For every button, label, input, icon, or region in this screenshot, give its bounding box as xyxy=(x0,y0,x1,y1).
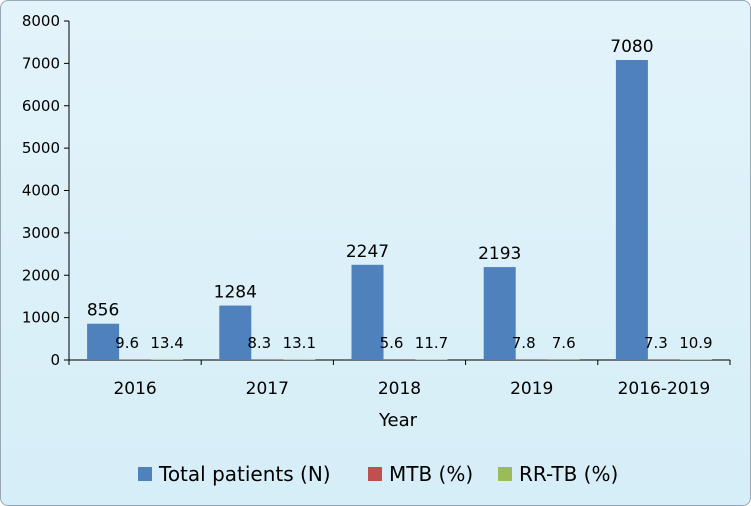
y-tick-label: 5000 xyxy=(22,139,60,157)
data-label: 11.7 xyxy=(415,334,448,352)
bar-total-patients-n-2017 xyxy=(219,305,252,360)
y-tick-label: 7000 xyxy=(22,54,60,72)
data-label: 7.6 xyxy=(552,334,576,352)
data-label: 8.3 xyxy=(247,334,271,352)
y-tick-label: 4000 xyxy=(22,182,60,200)
x-tick-label: 2016-2019 xyxy=(618,379,711,399)
data-label: 9.6 xyxy=(115,334,139,352)
data-label: 7.8 xyxy=(512,334,536,352)
data-label: 7.3 xyxy=(644,334,668,352)
bar-total-patients-n-2016 xyxy=(87,323,120,360)
data-label: 13.4 xyxy=(150,334,183,352)
legend-label: Total patients (N) xyxy=(158,462,331,486)
data-label: 1284 xyxy=(214,283,257,303)
x-tick-label: 2019 xyxy=(510,379,553,399)
x-tick-label: 2016 xyxy=(113,379,156,399)
bar-total-patients-n-2018 xyxy=(351,264,384,360)
data-label: 7080 xyxy=(610,37,653,57)
y-tick-label: 1000 xyxy=(22,309,60,327)
data-label: 2193 xyxy=(478,244,521,264)
data-label: 2247 xyxy=(346,242,389,262)
bar-total-patients-n-2019 xyxy=(483,267,516,360)
x-tick-label: 2017 xyxy=(246,379,289,399)
x-axis-title: Year xyxy=(378,410,418,431)
data-label: 856 xyxy=(87,301,119,321)
y-tick-label: 2000 xyxy=(22,266,60,284)
legend-swatch xyxy=(368,467,382,481)
x-tick-label: 2018 xyxy=(378,379,421,399)
bar-rr-tb-2017 xyxy=(283,359,316,360)
bar-rr-tb-2016 xyxy=(151,359,184,360)
y-tick-label: 6000 xyxy=(22,97,60,115)
legend-label: MTB (%) xyxy=(389,462,473,486)
legend-swatch xyxy=(138,467,152,481)
data-label: 13.1 xyxy=(283,334,316,352)
data-label: 10.9 xyxy=(679,334,712,352)
legend-swatch xyxy=(498,467,512,481)
legend-label: RR-TB (%) xyxy=(519,462,618,486)
y-tick-label: 0 xyxy=(50,351,60,369)
y-tick-label: 3000 xyxy=(22,224,60,242)
y-tick-label: 8000 xyxy=(22,12,60,30)
data-label: 5.6 xyxy=(380,334,404,352)
bar-total-patients-n-2016-2019 xyxy=(615,59,648,361)
